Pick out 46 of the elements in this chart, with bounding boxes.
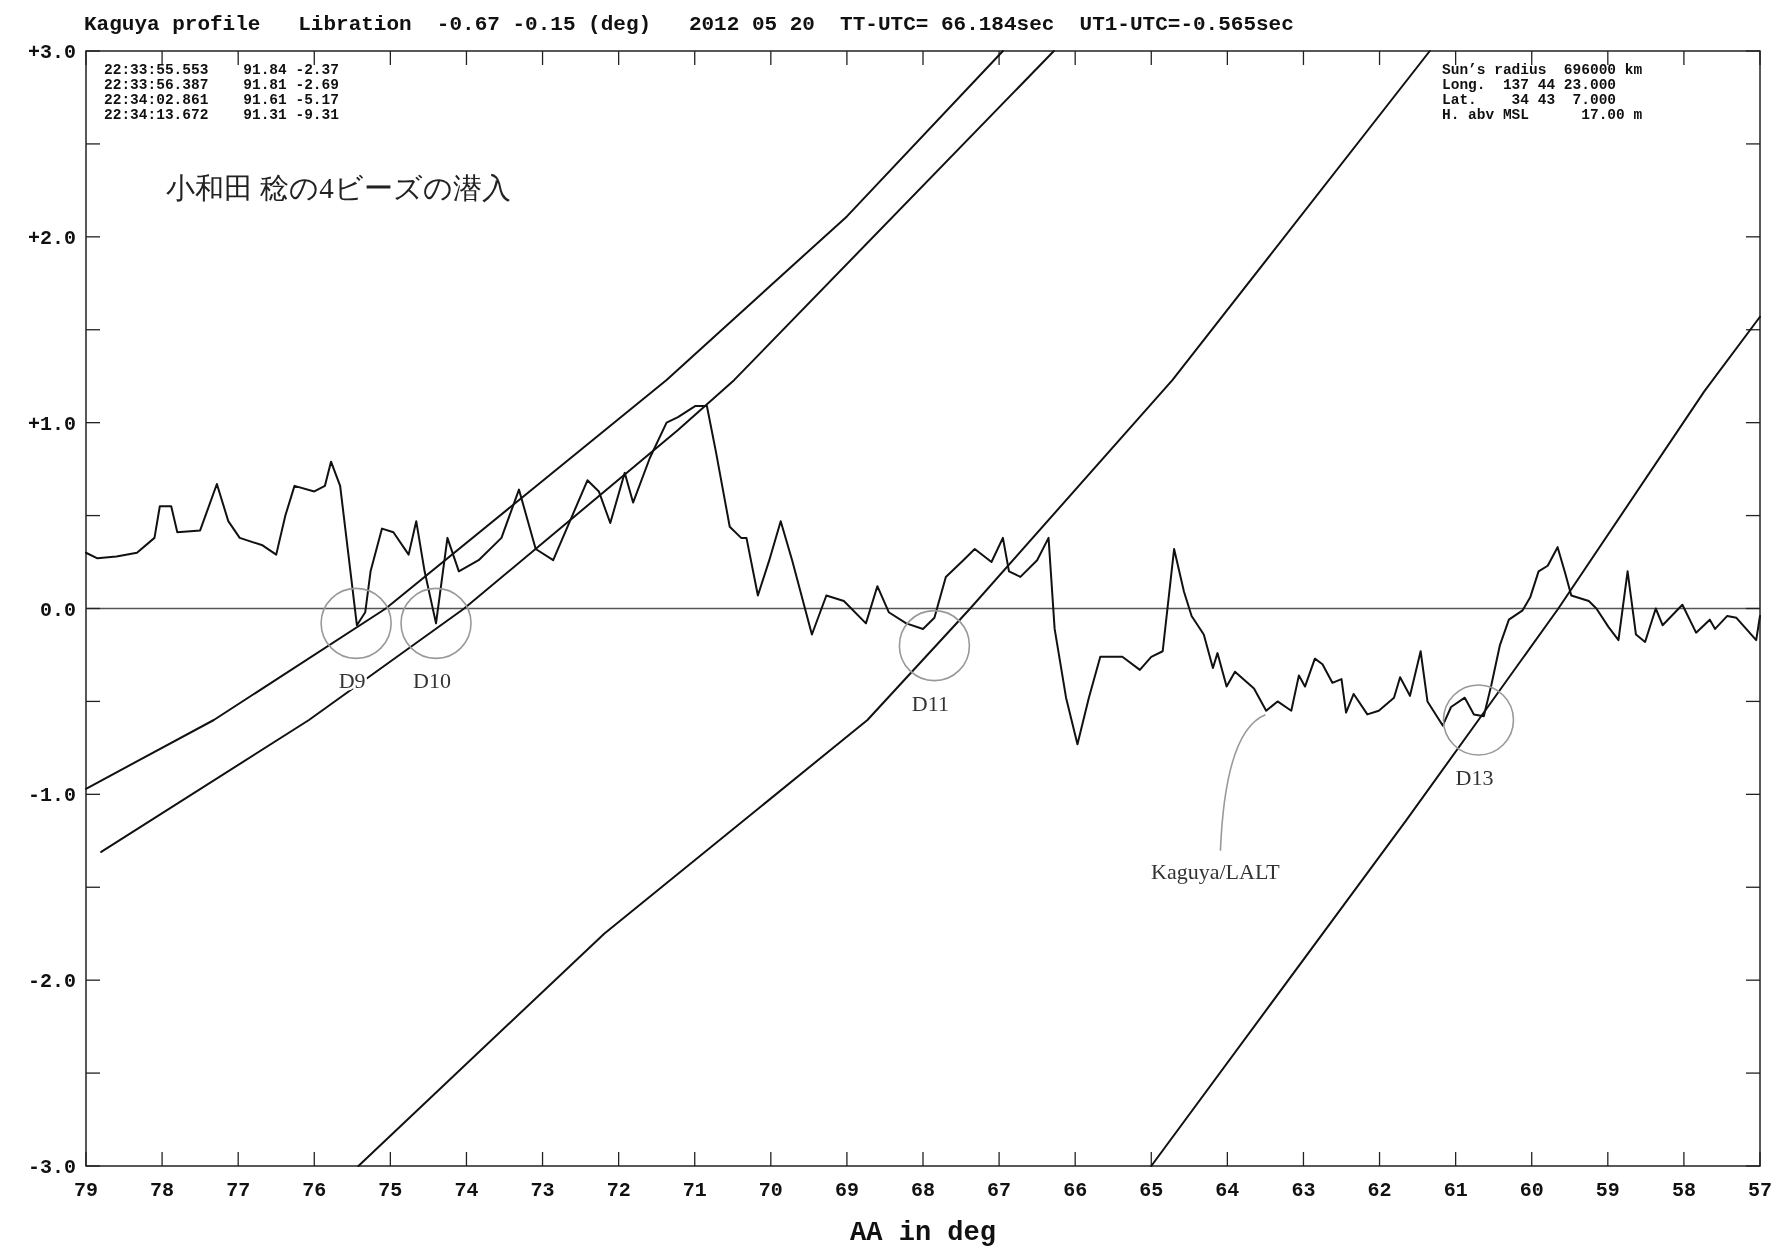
x-tick-label: 69: [834, 1179, 859, 1202]
y-tick-label: +3.0: [27, 41, 76, 64]
x-tick-label: 73: [530, 1179, 555, 1202]
annotation: D10: [413, 668, 451, 694]
annotation: H. abv MSL 17.00 m: [1442, 107, 1643, 123]
annotation: Kaguya/LALT: [1151, 858, 1281, 884]
annotation: 22:33:55.553 91.84 -2.37: [104, 62, 339, 78]
x-tick-label: 75: [378, 1179, 403, 1202]
annotation: 22:34:13.672 91.31 -9.31: [104, 107, 340, 123]
y-tick-label: +2.0: [27, 226, 76, 250]
x-tick-label: 58: [1671, 1179, 1696, 1202]
x-tick-label: 78: [150, 1179, 175, 1202]
annotation: D9: [338, 668, 366, 694]
y-tick-label: 0.0: [39, 598, 76, 622]
annotation: 22:33:56.387 91.81 -2.69: [104, 77, 339, 93]
x-tick-label: 70: [758, 1179, 783, 1202]
y-tick-label: -3.0: [27, 1156, 76, 1179]
y-tick-label: +1.0: [27, 412, 76, 436]
annotation: D13: [1455, 765, 1494, 790]
x-tick-label: 72: [606, 1179, 631, 1202]
x-tick-label: 64: [1215, 1179, 1240, 1202]
y-tick-label: -2.0: [27, 970, 76, 994]
x-tick-label: 65: [1139, 1179, 1164, 1202]
chart-title: Kaguya profile Libration -0.67 -0.15 (deg) 2012 05 20 TT-UTC= 66.184sec UT1-UTC=-0.565sec: [84, 13, 1294, 36]
annotation: Long. 137 44 23.000: [1442, 77, 1617, 93]
x-tick-label: 68: [910, 1179, 936, 1202]
x-axis-title: AA in deg: [850, 1218, 996, 1248]
annotation: Sun’s radius 696000 km: [1442, 62, 1643, 78]
x-tick-label: 74: [454, 1179, 479, 1202]
x-tick-label: 59: [1595, 1179, 1620, 1202]
x-tick-label: 79: [73, 1179, 99, 1202]
x-tick-label: 60: [1519, 1179, 1544, 1202]
y-tick-label: -1.0: [27, 784, 76, 808]
x-tick-label: 67: [987, 1179, 1012, 1202]
x-tick-label: 66: [1063, 1179, 1088, 1202]
annotation: 22:34:02.861 91.61 -5.17: [104, 92, 339, 108]
annotation: 小和田 稔の4ビーズの潜入: [166, 172, 511, 204]
x-tick-label: 71: [682, 1179, 707, 1202]
x-tick-label: 63: [1291, 1179, 1316, 1202]
x-tick-label: 57: [1747, 1179, 1773, 1202]
annotation: Lat. 34 43 7.000: [1442, 92, 1617, 108]
x-tick-label: 76: [302, 1179, 327, 1202]
x-tick-label: 77: [226, 1179, 251, 1202]
annotation: D11: [911, 690, 949, 716]
x-tick-label: 62: [1367, 1179, 1392, 1202]
x-tick-label: 61: [1443, 1179, 1468, 1202]
